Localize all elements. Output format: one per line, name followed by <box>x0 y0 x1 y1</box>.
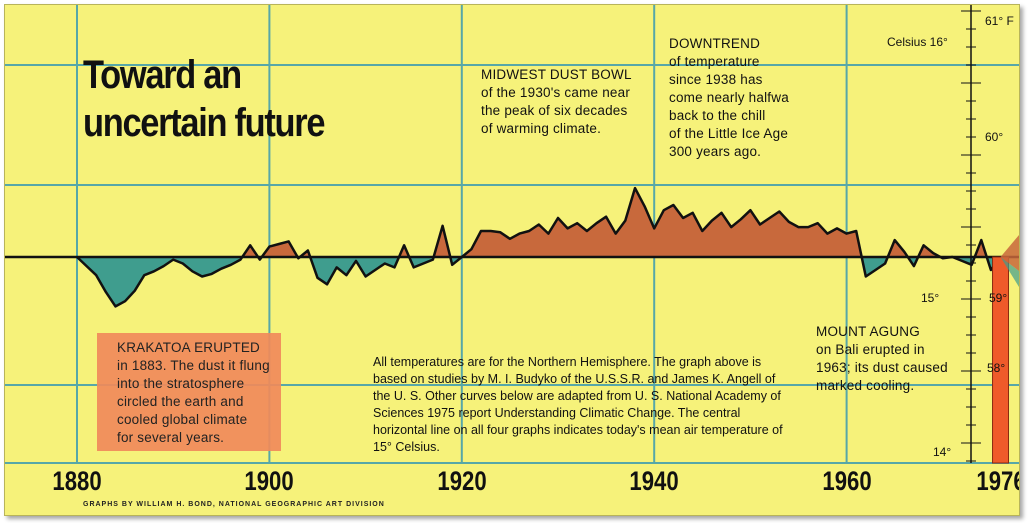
agung-annotation: MOUNT AGUNG on Bali erupted in 1963; its… <box>816 323 948 395</box>
downtrend-annotation: DOWNTREND of temperature since 1938 has … <box>669 35 789 161</box>
x-tick-label-1920: 1920 <box>437 466 487 496</box>
krakatoa-annotation: KRAKATOA ERUPTED in 1883. The dust it fl… <box>117 339 270 447</box>
chart-title: Toward an uncertain future <box>83 51 326 147</box>
dust-bowl-line-2: the peak of six decades <box>481 103 628 118</box>
krakatoa-line-5: for several years. <box>117 430 225 445</box>
celsius-15-label: 15° <box>921 291 940 305</box>
chart-panel: Toward an uncertain future MIDWEST DUST … <box>4 4 1020 516</box>
x-tick-label-1976: 1976 <box>975 466 1019 496</box>
fahrenheit-59-label: 59° <box>989 291 1008 305</box>
agung-line-3: marked cooling. <box>816 378 915 393</box>
krakatoa-highlight-box <box>97 333 281 451</box>
dust-bowl-annotation: MIDWEST DUST BOWL of the 1930's came nea… <box>481 66 632 138</box>
krakatoa-heading: KRAKATOA ERUPTED <box>117 340 260 355</box>
agung-heading: MOUNT AGUNG <box>816 324 920 339</box>
future-projection-cool-wedge <box>1000 257 1019 287</box>
krakatoa-line-1: in 1883. The dust it flung <box>117 358 270 373</box>
x-tick-label-1880: 1880 <box>52 466 102 496</box>
downtrend-line-5: of the Little Ice Age <box>669 126 789 141</box>
dust-bowl-heading: MIDWEST DUST BOWL <box>481 67 632 82</box>
chart-title-line-2: uncertain future <box>83 101 326 145</box>
graphics-credit: GRAPHS BY WILLIAM H. BOND, NATIONAL GEOG… <box>83 501 385 508</box>
temperature-chart <box>5 5 1019 464</box>
dust-bowl-line-1: of the 1930's came near <box>481 85 631 100</box>
temperature-series-line <box>76 186 1002 308</box>
agung-line-2: 1963; its dust caused <box>816 360 948 375</box>
x-tick-label-1940: 1940 <box>629 466 679 496</box>
celsius-14-label: 14° <box>933 445 952 459</box>
celsius-16-label: Celsius 16° <box>887 35 948 49</box>
warm-anomaly-area <box>77 188 1001 257</box>
fahrenheit-60-label: 60° <box>985 130 1004 144</box>
downtrend-line-1: of temperature <box>669 54 760 69</box>
source-note: All temperatures are for the Northern He… <box>373 355 783 454</box>
krakatoa-line-2: into the stratosphere <box>117 376 245 391</box>
x-tick-label-1960: 1960 <box>821 466 872 496</box>
downtrend-line-6: 300 years ago. <box>669 144 762 159</box>
downtrend-heading: DOWNTREND <box>669 36 761 51</box>
downtrend-line-4: back to the chill <box>669 108 766 123</box>
downtrend-line-2: since 1938 has <box>669 72 763 87</box>
thermometer-bar <box>992 256 1010 464</box>
downtrend-line-3: come nearly halfwa <box>669 90 789 105</box>
chart-title-line-1: Toward an <box>83 53 242 97</box>
agung-line-1: on Bali erupted in <box>816 342 925 357</box>
fahrenheit-58-label: 58° <box>987 361 1006 375</box>
dust-bowl-line-3: of warming climate. <box>481 121 602 136</box>
krakatoa-line-4: cooled global climate <box>117 412 248 427</box>
x-tick-label-1900: 1900 <box>244 466 295 496</box>
krakatoa-line-3: circled the earth and <box>117 394 244 409</box>
future-projection-wedge <box>1000 235 1019 271</box>
fahrenheit-61-label: 61° F <box>985 14 1014 28</box>
